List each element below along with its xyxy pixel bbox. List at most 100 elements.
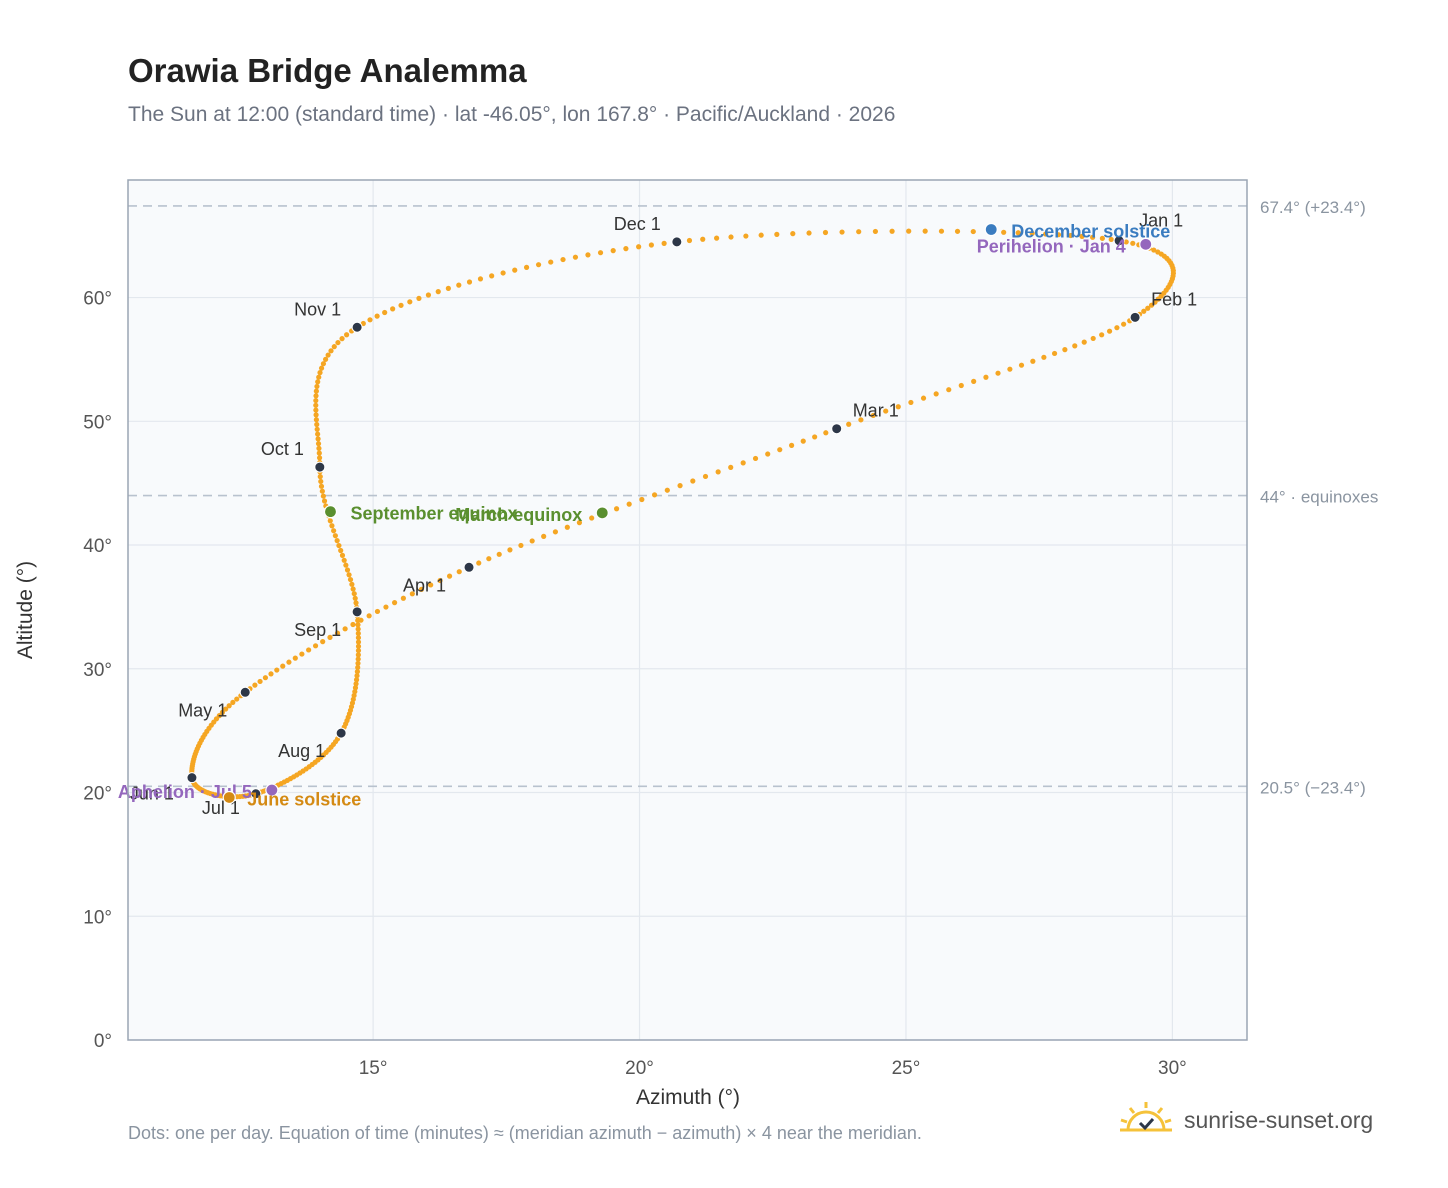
day-dot — [548, 259, 554, 265]
day-dot — [234, 696, 240, 702]
day-dot — [639, 496, 645, 503]
day-dot — [702, 473, 709, 480]
day-dot — [1114, 325, 1120, 331]
chart-subtitle: The Sun at 12:00 (standard time) · lat -… — [128, 103, 896, 126]
day-dot — [883, 408, 889, 414]
day-dot — [354, 669, 361, 675]
day-dot — [920, 395, 927, 401]
month-marker — [314, 461, 326, 473]
day-dot — [1029, 230, 1035, 236]
day-dot — [477, 276, 484, 282]
event-label: June solstice — [247, 789, 361, 809]
day-dot — [995, 370, 1001, 376]
sun-logo-icon — [1120, 1102, 1172, 1132]
day-dot — [690, 478, 696, 484]
day-dot — [677, 483, 683, 489]
reference-line-label: 20.5° (−23.4°) — [1260, 778, 1366, 797]
day-dot — [321, 498, 328, 504]
day-dot — [496, 551, 502, 557]
day-dot — [219, 709, 226, 715]
day-dot — [299, 651, 305, 657]
event-marker — [595, 506, 609, 520]
month-label: Jan 1 — [1139, 211, 1183, 231]
day-dot — [313, 393, 319, 399]
month-marker — [1113, 235, 1125, 247]
day-dot — [262, 675, 269, 681]
day-dot — [335, 339, 341, 346]
day-dot — [1051, 350, 1058, 357]
chart-title: Orawia Bridge Analemma — [128, 52, 527, 89]
day-dot — [728, 234, 734, 240]
day-dot — [777, 447, 783, 453]
day-dot — [319, 488, 325, 494]
day-dot — [435, 289, 441, 295]
day-dot — [355, 652, 361, 658]
day-dot — [790, 231, 796, 237]
day-dot — [700, 236, 706, 242]
day-dot — [529, 538, 535, 544]
day-dot — [623, 246, 629, 252]
day-dot — [280, 663, 286, 669]
day-dot — [400, 595, 406, 601]
day-dot — [714, 235, 720, 241]
day-dot — [1145, 305, 1151, 311]
day-dot — [316, 455, 323, 461]
day-dot — [347, 576, 354, 583]
day-dot — [316, 445, 322, 451]
day-dot — [355, 630, 361, 637]
day-dot — [339, 552, 346, 559]
day-dot — [315, 436, 321, 442]
day-dot — [314, 383, 320, 390]
month-marker — [335, 727, 347, 739]
day-dot — [318, 365, 325, 371]
day-dot — [314, 426, 320, 432]
day-dot — [320, 493, 326, 499]
y-tick-label: 50° — [83, 412, 112, 433]
day-dot — [223, 706, 229, 712]
day-dot — [728, 464, 734, 470]
day-dot — [351, 692, 357, 699]
event-marker — [984, 222, 998, 237]
day-dot — [1106, 328, 1113, 334]
day-dot — [383, 604, 389, 610]
day-dot — [858, 417, 864, 423]
day-dot — [664, 487, 670, 493]
day-dot — [576, 520, 583, 526]
day-dot — [823, 430, 829, 436]
day-dot — [316, 374, 322, 380]
day-dot — [339, 336, 345, 342]
day-dot — [613, 506, 620, 512]
plot-background — [128, 180, 1247, 1040]
day-dot — [318, 478, 324, 485]
day-dot — [1148, 302, 1155, 308]
day-dot — [1007, 366, 1013, 372]
month-label: Nov 1 — [294, 299, 341, 319]
day-dot — [353, 681, 359, 687]
day-dot — [292, 655, 298, 661]
day-dot — [518, 542, 524, 549]
day-dot — [648, 242, 654, 248]
day-dot — [486, 556, 492, 562]
y-axis-label: Altitude (°) — [14, 561, 37, 659]
footnote: Dots: one per day. Equation of time (min… — [128, 1123, 922, 1143]
day-dot — [954, 228, 961, 234]
day-dot — [349, 581, 355, 587]
month-marker — [239, 686, 251, 698]
day-dot — [346, 572, 352, 578]
day-dot — [1099, 235, 1105, 241]
month-label: Mar 1 — [853, 401, 899, 421]
day-dot — [323, 356, 329, 362]
event-label: September equinox — [350, 504, 517, 524]
month-label: Aug 1 — [278, 741, 325, 761]
day-dot — [752, 455, 759, 462]
brand[interactable]: sunrise-sunset.org — [1118, 1100, 1373, 1140]
day-dot — [257, 678, 263, 685]
day-dot — [1041, 354, 1047, 360]
day-dot — [743, 233, 749, 239]
day-dot — [425, 292, 432, 298]
day-dot — [355, 635, 362, 641]
day-dot — [1062, 347, 1068, 353]
day-dot — [889, 228, 895, 234]
day-dot — [313, 407, 319, 413]
